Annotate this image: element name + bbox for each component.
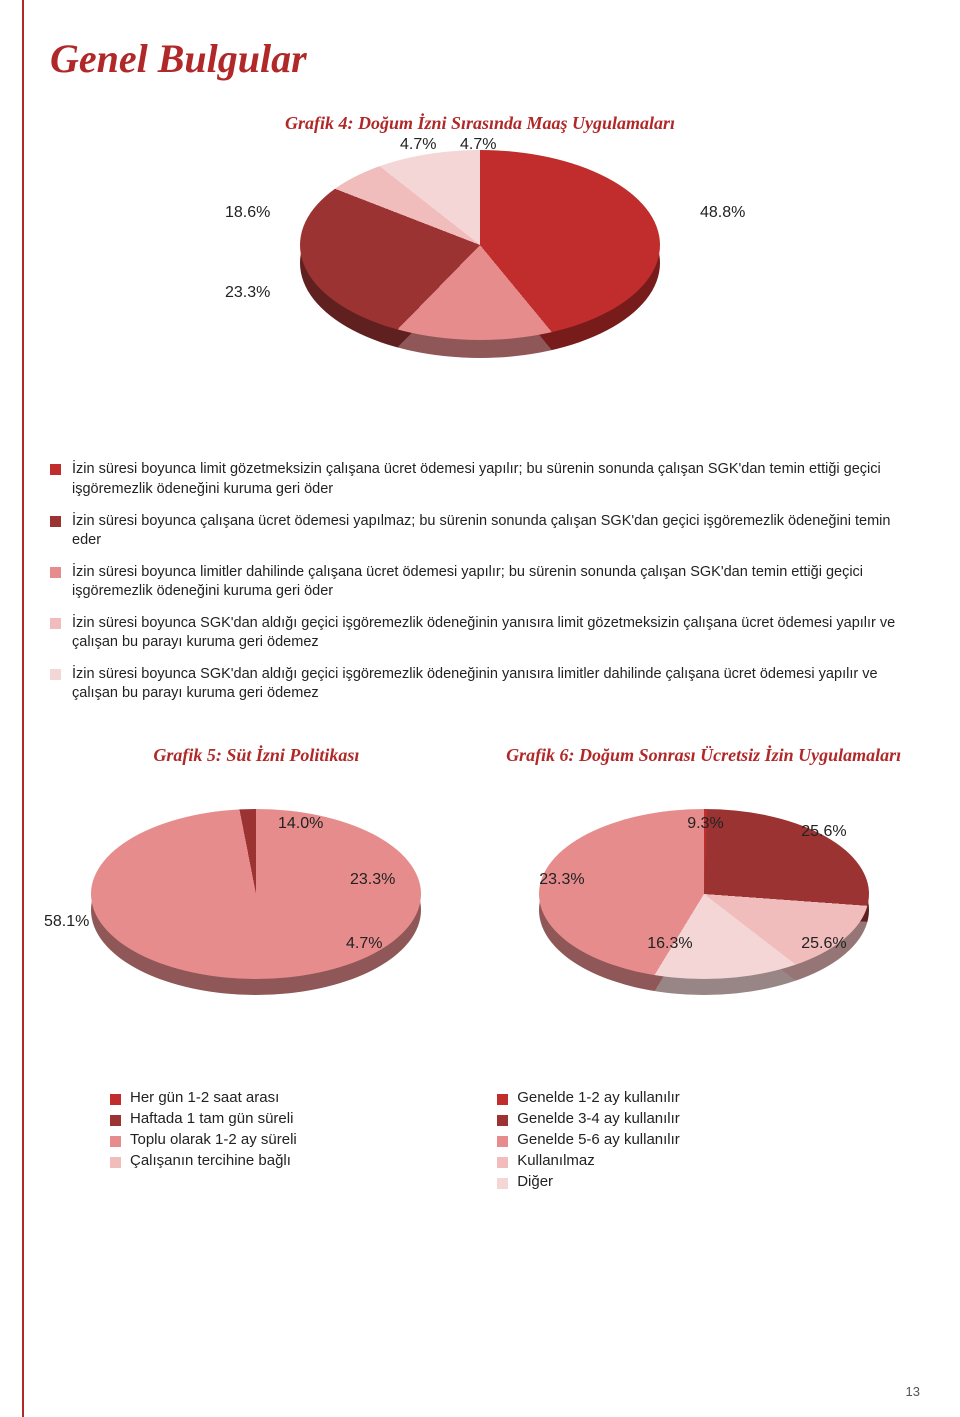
chart5-title: Grafik 5: Süt İzni Politikası bbox=[50, 744, 463, 794]
pie-label: 16.3% bbox=[647, 935, 692, 953]
pie-label: 48.8% bbox=[700, 204, 745, 222]
chart4-title: Grafik 4: Doğum İzni Sırasında Maaş Uygu… bbox=[270, 112, 690, 135]
legend-item: Genelde 3-4 ay kullanılır bbox=[497, 1110, 910, 1127]
pie-label: 4.7% bbox=[460, 136, 496, 154]
page-title: Genel Bulgular bbox=[50, 35, 910, 82]
legend-swatch bbox=[50, 669, 61, 680]
legend-text: Genelde 3-4 ay kullanılır bbox=[517, 1110, 680, 1127]
legend-swatch bbox=[110, 1157, 121, 1168]
legend-swatch bbox=[497, 1094, 508, 1105]
chart5-legend: Her gün 1-2 saat arası Haftada 1 tam gün … bbox=[110, 1089, 463, 1169]
legend-item: İzin süresi boyunca SGK'dan aldığı geçic… bbox=[50, 614, 910, 653]
legend-item: Genelde 5-6 ay kullanılır bbox=[497, 1131, 910, 1148]
legend-swatch bbox=[50, 464, 61, 475]
legend-text: İzin süresi boyunca çalışana ücret ödeme… bbox=[72, 513, 890, 549]
pie-label: 58.1% bbox=[44, 913, 89, 931]
legend-item: Çalışanın tercihine bağlı bbox=[110, 1152, 463, 1169]
legend-swatch bbox=[497, 1178, 508, 1189]
legend-item: Toplu olarak 1-2 ay süreli bbox=[110, 1131, 463, 1148]
legend-text: Çalışanın tercihine bağlı bbox=[130, 1152, 291, 1169]
legend-item: İzin süresi boyunca çalışana ücret ödeme… bbox=[50, 512, 910, 551]
chart6-legend: Genelde 1-2 ay kullanılır Genelde 3-4 ay … bbox=[497, 1089, 910, 1190]
legend-swatch bbox=[497, 1115, 508, 1126]
page-number: 13 bbox=[906, 1384, 920, 1399]
legend-item: Haftada 1 tam gün süreli bbox=[110, 1110, 463, 1127]
legend-swatch bbox=[50, 516, 61, 527]
legend-swatch bbox=[110, 1115, 121, 1126]
pie-label: 18.6% bbox=[225, 204, 270, 222]
legend-item: Kullanılmaz bbox=[497, 1152, 910, 1169]
chart6-pie: 9.3% 25.6% 23.3% 16.3% 25.6% bbox=[497, 809, 910, 1049]
legend-item: Diğer bbox=[497, 1173, 910, 1190]
legend-text: Toplu olarak 1-2 ay süreli bbox=[130, 1131, 297, 1148]
pie-label: 25.6% bbox=[801, 935, 846, 953]
chart4-legend: İzin süresi boyunca limit gözetmeksizin … bbox=[50, 460, 910, 704]
pie-label: 9.3% bbox=[687, 815, 723, 833]
pie-label: 14.0% bbox=[278, 815, 323, 833]
legend-swatch bbox=[50, 567, 61, 578]
legend-swatch bbox=[497, 1136, 508, 1147]
legend-text: İzin süresi boyunca limitler dahilinde ç… bbox=[72, 564, 863, 600]
legend-text: Diğer bbox=[517, 1173, 553, 1190]
legend-swatch bbox=[497, 1157, 508, 1168]
pie-label: 25.6% bbox=[801, 823, 846, 841]
legend-text: İzin süresi boyunca limit gözetmeksizin … bbox=[72, 461, 881, 497]
legend-item: Her gün 1-2 saat arası bbox=[110, 1089, 463, 1106]
pie-label: 4.7% bbox=[400, 136, 436, 154]
legend-swatch bbox=[110, 1094, 121, 1105]
legend-text: Genelde 1-2 ay kullanılır bbox=[517, 1089, 680, 1106]
legend-text: Kullanılmaz bbox=[517, 1152, 595, 1169]
pie-label: 4.7% bbox=[346, 935, 382, 953]
legend-item: İzin süresi boyunca limitler dahilinde ç… bbox=[50, 563, 910, 602]
pie-label: 23.3% bbox=[350, 871, 395, 889]
legend-swatch bbox=[50, 618, 61, 629]
legend-text: Haftada 1 tam gün süreli bbox=[130, 1110, 293, 1127]
legend-text: Genelde 5-6 ay kullanılır bbox=[517, 1131, 680, 1148]
chart4-pie: 4.7%4.7%18.6%48.8%23.3% bbox=[50, 150, 910, 430]
legend-text: Her gün 1-2 saat arası bbox=[130, 1089, 279, 1106]
left-accent-rule bbox=[22, 0, 24, 1417]
legend-text: İzin süresi boyunca SGK'dan aldığı geçic… bbox=[72, 615, 895, 651]
legend-item: İzin süresi boyunca SGK'dan aldığı geçic… bbox=[50, 665, 910, 704]
chart5-pie: 14.0%23.3%58.1%4.7% bbox=[50, 809, 463, 1049]
legend-text: İzin süresi boyunca SGK'dan aldığı geçic… bbox=[72, 666, 878, 702]
legend-swatch bbox=[110, 1136, 121, 1147]
pie-label: 23.3% bbox=[539, 871, 584, 889]
pie-label: 23.3% bbox=[225, 284, 270, 302]
legend-item: Genelde 1-2 ay kullanılır bbox=[497, 1089, 910, 1106]
chart6-title: Grafik 6: Doğum Sonrası Ücretsiz İzin Uy… bbox=[497, 744, 910, 794]
legend-item: İzin süresi boyunca limit gözetmeksizin … bbox=[50, 460, 910, 499]
